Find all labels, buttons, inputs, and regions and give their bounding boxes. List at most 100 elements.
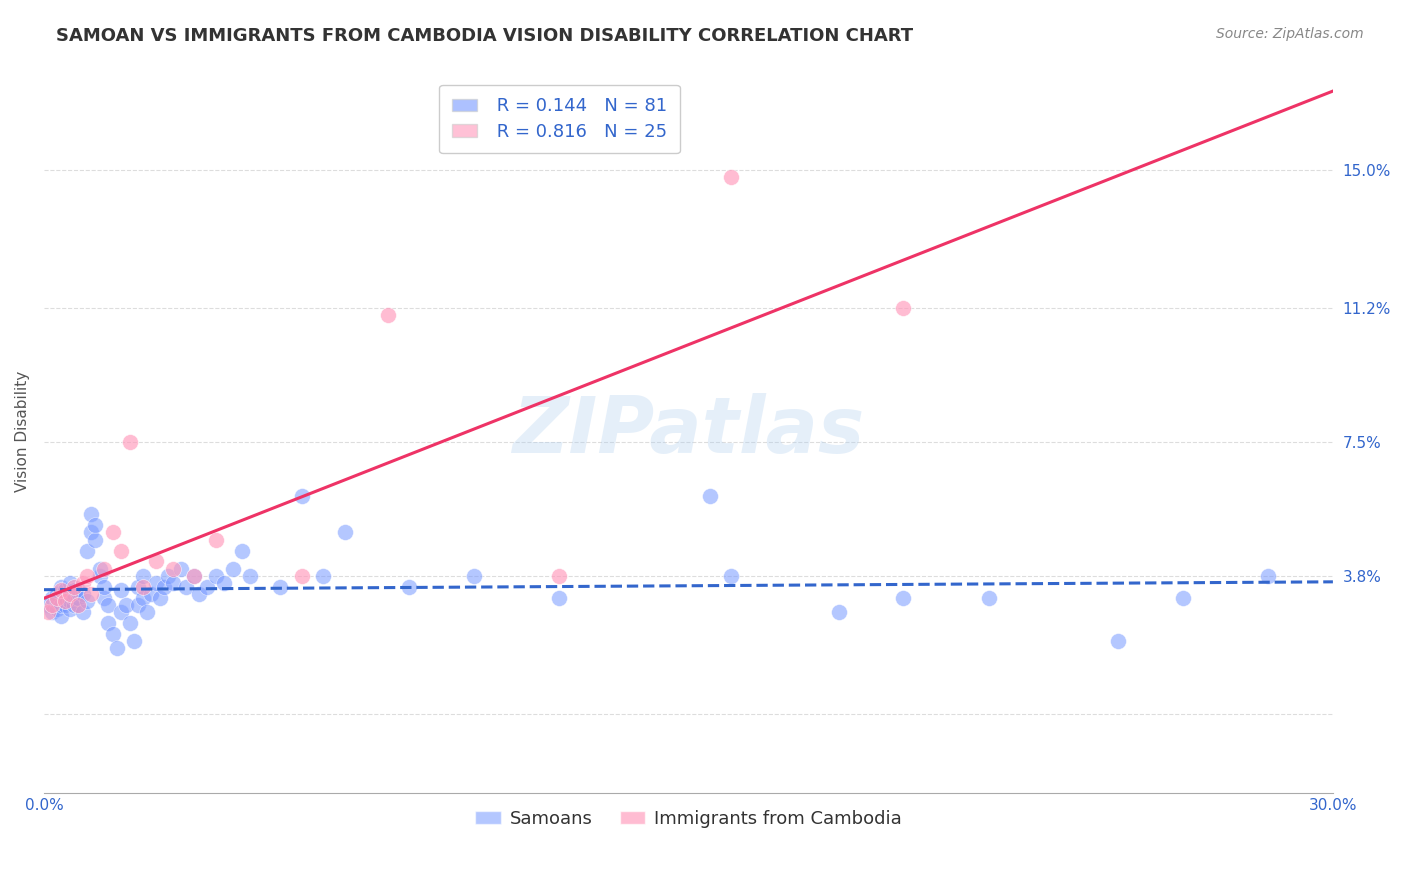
Point (67, 598, 90, 612)
Point (37, 605, 59, 619)
Point (183, 569, 205, 583)
Point (720, 170, 742, 185)
Point (53, 583, 76, 598)
Point (141, 587, 163, 601)
Point (93, 591, 115, 605)
Point (59, 587, 82, 601)
Point (97, 598, 120, 612)
Point (80, 508, 103, 522)
Point (891, 301, 914, 315)
Text: SAMOAN VS IMMIGRANTS FROM CAMBODIA VISION DISABILITY CORRELATION CHART: SAMOAN VS IMMIGRANTS FROM CAMBODIA VISIO… (56, 27, 914, 45)
Point (49, 580, 72, 594)
Point (41, 605, 63, 619)
Point (49, 598, 72, 612)
Point (89, 569, 111, 583)
Y-axis label: Vision Disability: Vision Disability (15, 370, 30, 491)
Point (76, 594, 98, 608)
Point (979, 591, 1001, 605)
Point (132, 580, 155, 594)
Point (72, 576, 94, 591)
Point (67, 598, 90, 612)
Point (1171, 591, 1194, 605)
Point (110, 583, 132, 598)
Point (187, 587, 209, 601)
Point (127, 580, 149, 594)
Point (45, 591, 67, 605)
Point (63, 587, 86, 601)
Point (195, 580, 218, 594)
Point (101, 627, 124, 641)
Point (174, 580, 197, 594)
Point (45, 601, 67, 615)
Point (53, 594, 76, 608)
Point (170, 562, 193, 576)
Point (157, 569, 180, 583)
Point (269, 580, 291, 594)
Point (93, 562, 115, 576)
Point (49, 608, 72, 623)
Point (127, 598, 149, 612)
Point (1107, 634, 1129, 648)
Point (398, 580, 420, 594)
Point (67, 583, 90, 598)
Point (110, 543, 132, 558)
Point (463, 569, 485, 583)
Point (76, 569, 98, 583)
Point (101, 525, 124, 540)
Point (80, 587, 103, 601)
Text: Source: ZipAtlas.com: Source: ZipAtlas.com (1216, 27, 1364, 41)
Point (53, 598, 76, 612)
Point (312, 569, 335, 583)
Point (828, 605, 851, 619)
Point (204, 569, 226, 583)
Point (231, 543, 253, 558)
Point (45, 587, 67, 601)
Point (67, 591, 90, 605)
Point (1257, 569, 1279, 583)
Point (162, 562, 184, 576)
Point (72, 605, 94, 619)
Point (136, 605, 159, 619)
Legend: Samoans, Immigrants from Cambodia: Samoans, Immigrants from Cambodia (468, 803, 908, 835)
Point (548, 591, 571, 605)
Point (118, 434, 141, 449)
Point (53, 594, 76, 608)
Point (105, 641, 128, 656)
Point (333, 525, 356, 540)
Point (93, 580, 115, 594)
Point (59, 587, 82, 601)
Point (114, 598, 136, 612)
Point (53, 591, 76, 605)
Point (59, 601, 82, 615)
Point (183, 569, 205, 583)
Point (37, 598, 59, 612)
Point (291, 489, 314, 503)
Point (132, 569, 155, 583)
Point (122, 634, 145, 648)
Point (84, 533, 107, 547)
Point (145, 576, 167, 591)
Point (162, 576, 184, 591)
Point (118, 615, 141, 630)
Point (204, 533, 226, 547)
Point (63, 591, 86, 605)
Point (41, 598, 63, 612)
Point (89, 562, 111, 576)
Point (239, 569, 262, 583)
Point (377, 308, 399, 322)
Point (80, 525, 103, 540)
Point (49, 583, 72, 598)
Point (97, 615, 120, 630)
Text: ZIPatlas: ZIPatlas (512, 393, 865, 469)
Point (149, 591, 172, 605)
Point (891, 591, 914, 605)
Point (63, 580, 86, 594)
Point (132, 591, 155, 605)
Point (153, 580, 176, 594)
Point (41, 591, 63, 605)
Point (59, 594, 82, 608)
Point (291, 569, 314, 583)
Point (63, 583, 86, 598)
Point (59, 576, 82, 591)
Point (222, 562, 245, 576)
